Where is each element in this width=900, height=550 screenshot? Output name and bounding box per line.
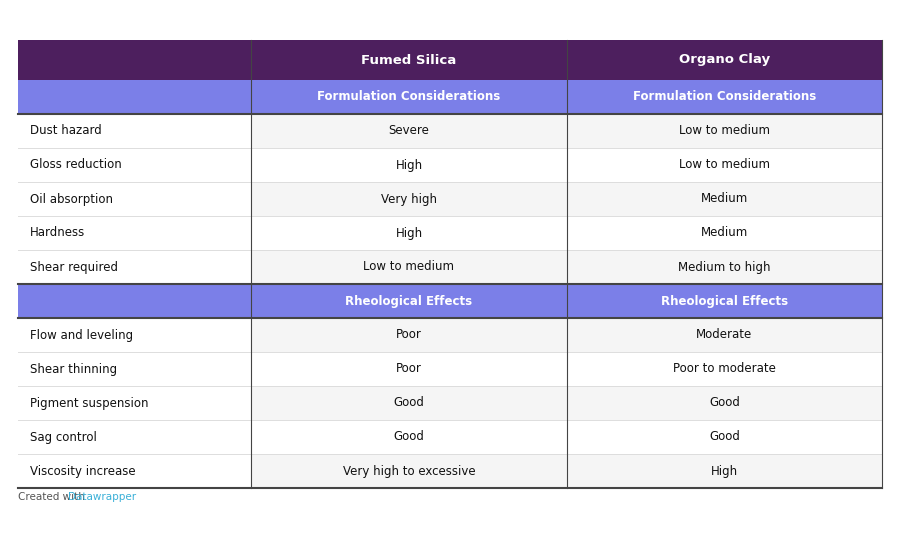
Text: Moderate: Moderate xyxy=(697,328,752,342)
Bar xyxy=(567,284,882,318)
Bar xyxy=(251,40,567,80)
Bar xyxy=(18,40,251,80)
Bar xyxy=(251,318,567,352)
Bar xyxy=(18,114,251,148)
Text: Poor: Poor xyxy=(396,328,422,342)
Text: Flow and leveling: Flow and leveling xyxy=(30,328,133,342)
Bar xyxy=(251,284,567,318)
Text: Pigment suspension: Pigment suspension xyxy=(30,397,148,410)
Bar xyxy=(251,250,567,284)
Text: Dust hazard: Dust hazard xyxy=(30,124,102,138)
Text: High: High xyxy=(395,227,422,239)
Text: Severe: Severe xyxy=(389,124,429,138)
Text: High: High xyxy=(711,465,738,477)
Text: Medium: Medium xyxy=(701,227,748,239)
Text: Formulation Considerations: Formulation Considerations xyxy=(633,91,816,103)
Bar xyxy=(251,182,567,216)
Text: Rheological Effects: Rheological Effects xyxy=(346,294,472,307)
Bar xyxy=(18,284,251,318)
Text: Rheological Effects: Rheological Effects xyxy=(661,294,788,307)
Bar xyxy=(567,114,882,148)
Bar xyxy=(567,318,882,352)
Text: Viscosity increase: Viscosity increase xyxy=(30,465,136,477)
Text: Organo Clay: Organo Clay xyxy=(679,53,770,67)
Text: Oil absorption: Oil absorption xyxy=(30,192,113,206)
Bar xyxy=(567,454,882,488)
Text: Shear thinning: Shear thinning xyxy=(30,362,117,376)
Bar xyxy=(251,216,567,250)
Bar xyxy=(567,352,882,386)
Text: Low to medium: Low to medium xyxy=(364,261,454,273)
Bar xyxy=(18,216,251,250)
Bar xyxy=(567,386,882,420)
Bar xyxy=(18,250,251,284)
Bar xyxy=(18,454,251,488)
Bar xyxy=(18,386,251,420)
Bar xyxy=(251,352,567,386)
Bar xyxy=(18,318,251,352)
Text: Medium to high: Medium to high xyxy=(678,261,770,273)
Bar xyxy=(567,420,882,454)
Text: Gloss reduction: Gloss reduction xyxy=(30,158,122,172)
Bar xyxy=(567,216,882,250)
Text: Sag control: Sag control xyxy=(30,431,97,443)
Text: Poor: Poor xyxy=(396,362,422,376)
Text: Good: Good xyxy=(393,431,425,443)
Bar xyxy=(567,250,882,284)
Text: Good: Good xyxy=(393,397,425,410)
Text: Datawrapper: Datawrapper xyxy=(68,492,136,502)
Bar xyxy=(567,148,882,182)
Bar xyxy=(18,148,251,182)
Text: Good: Good xyxy=(709,431,740,443)
Text: Hardness: Hardness xyxy=(30,227,86,239)
Bar xyxy=(251,386,567,420)
Text: Formulation Considerations: Formulation Considerations xyxy=(318,91,500,103)
Text: Low to medium: Low to medium xyxy=(679,158,770,172)
Text: Fumed Silica: Fumed Silica xyxy=(361,53,456,67)
Text: Good: Good xyxy=(709,397,740,410)
Bar xyxy=(567,80,882,114)
Text: Very high: Very high xyxy=(381,192,437,206)
Bar xyxy=(18,80,251,114)
Text: Low to medium: Low to medium xyxy=(679,124,770,138)
Bar xyxy=(567,40,882,80)
Bar xyxy=(18,420,251,454)
Text: High: High xyxy=(395,158,422,172)
Bar xyxy=(18,352,251,386)
Text: Shear required: Shear required xyxy=(30,261,118,273)
Bar xyxy=(18,182,251,216)
Bar xyxy=(251,454,567,488)
Bar xyxy=(251,148,567,182)
Bar xyxy=(251,420,567,454)
Text: Very high to excessive: Very high to excessive xyxy=(343,465,475,477)
Text: Poor to moderate: Poor to moderate xyxy=(673,362,776,376)
Text: Created with: Created with xyxy=(18,492,88,502)
Bar xyxy=(251,114,567,148)
Text: Medium: Medium xyxy=(701,192,748,206)
Bar xyxy=(567,182,882,216)
Bar xyxy=(251,80,567,114)
